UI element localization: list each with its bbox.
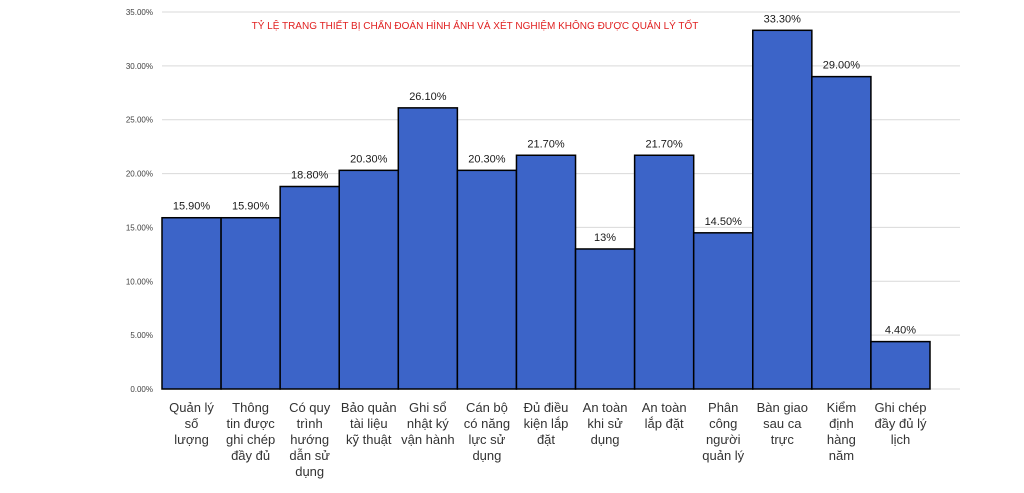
data-label: 18.80% <box>291 169 329 181</box>
category-label: Cán bộ có năng lực sử dụng <box>464 400 510 463</box>
category-label: Quản lý số lượng <box>169 400 214 447</box>
data-label: 15.90% <box>232 201 270 213</box>
data-label: 21.70% <box>527 138 565 150</box>
bar <box>574 248 636 390</box>
bar <box>220 216 281 390</box>
bar <box>161 216 222 390</box>
data-label: 15.90% <box>173 201 211 213</box>
data-label: 20.30% <box>468 153 506 165</box>
y-tick-label: 20.00% <box>126 170 153 179</box>
data-label: 14.50% <box>705 216 743 228</box>
bar <box>870 340 931 390</box>
y-tick-label: 15.00% <box>126 223 153 232</box>
category-label: Thông tin được ghi chép đầy đủ <box>226 400 275 463</box>
category-label: Ghi sổ nhật ký vận hành <box>401 400 455 447</box>
data-label: 26.10% <box>409 91 447 103</box>
y-tick-label: 5.00% <box>130 331 153 340</box>
category-label: Có quy trình hướng dẫn sử dụng <box>289 400 331 479</box>
category-label: Kiểm định hàng năm <box>827 400 857 463</box>
y-tick-label: 25.00% <box>126 116 153 125</box>
data-label: 4.40% <box>885 325 916 337</box>
bar <box>811 75 872 390</box>
category-label: Bảo quản tài liệu kỹ thuật <box>341 400 397 447</box>
category-label: An toàn lắp đặt <box>642 400 687 431</box>
category-label: An toàn khi sử dụng <box>583 400 628 447</box>
y-tick-label: 10.00% <box>126 277 153 286</box>
bar <box>338 169 400 390</box>
data-label: 33.30% <box>764 13 802 25</box>
y-tick-label: 0.00% <box>130 385 153 394</box>
y-tick-label: 30.00% <box>126 62 153 71</box>
data-label: 13% <box>594 232 616 244</box>
category-label: Ghi chép đầy đủ lý lịch <box>874 400 927 447</box>
bar <box>279 185 340 390</box>
data-label: 20.30% <box>350 153 388 165</box>
bar <box>515 154 577 390</box>
bar <box>456 169 518 390</box>
chart-title: TỶ LỆ TRANG THIẾT BỊ CHẨN ĐOÁN HÌNH ẢNH … <box>252 18 699 32</box>
data-label: 29.00% <box>823 60 861 72</box>
category-label: Đủ điều kiện lắp đặt <box>524 400 569 447</box>
data-label: 21.70% <box>645 138 683 150</box>
bar <box>692 232 754 390</box>
bar <box>752 29 813 390</box>
bar <box>633 154 695 390</box>
bar <box>397 107 459 390</box>
category-label: Bàn giao sau ca trực <box>757 400 808 447</box>
category-label: Phân công người quản lý <box>702 400 744 463</box>
y-tick-label: 35.00% <box>126 8 153 17</box>
